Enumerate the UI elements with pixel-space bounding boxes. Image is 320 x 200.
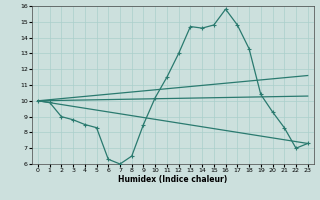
X-axis label: Humidex (Indice chaleur): Humidex (Indice chaleur) [118, 175, 228, 184]
